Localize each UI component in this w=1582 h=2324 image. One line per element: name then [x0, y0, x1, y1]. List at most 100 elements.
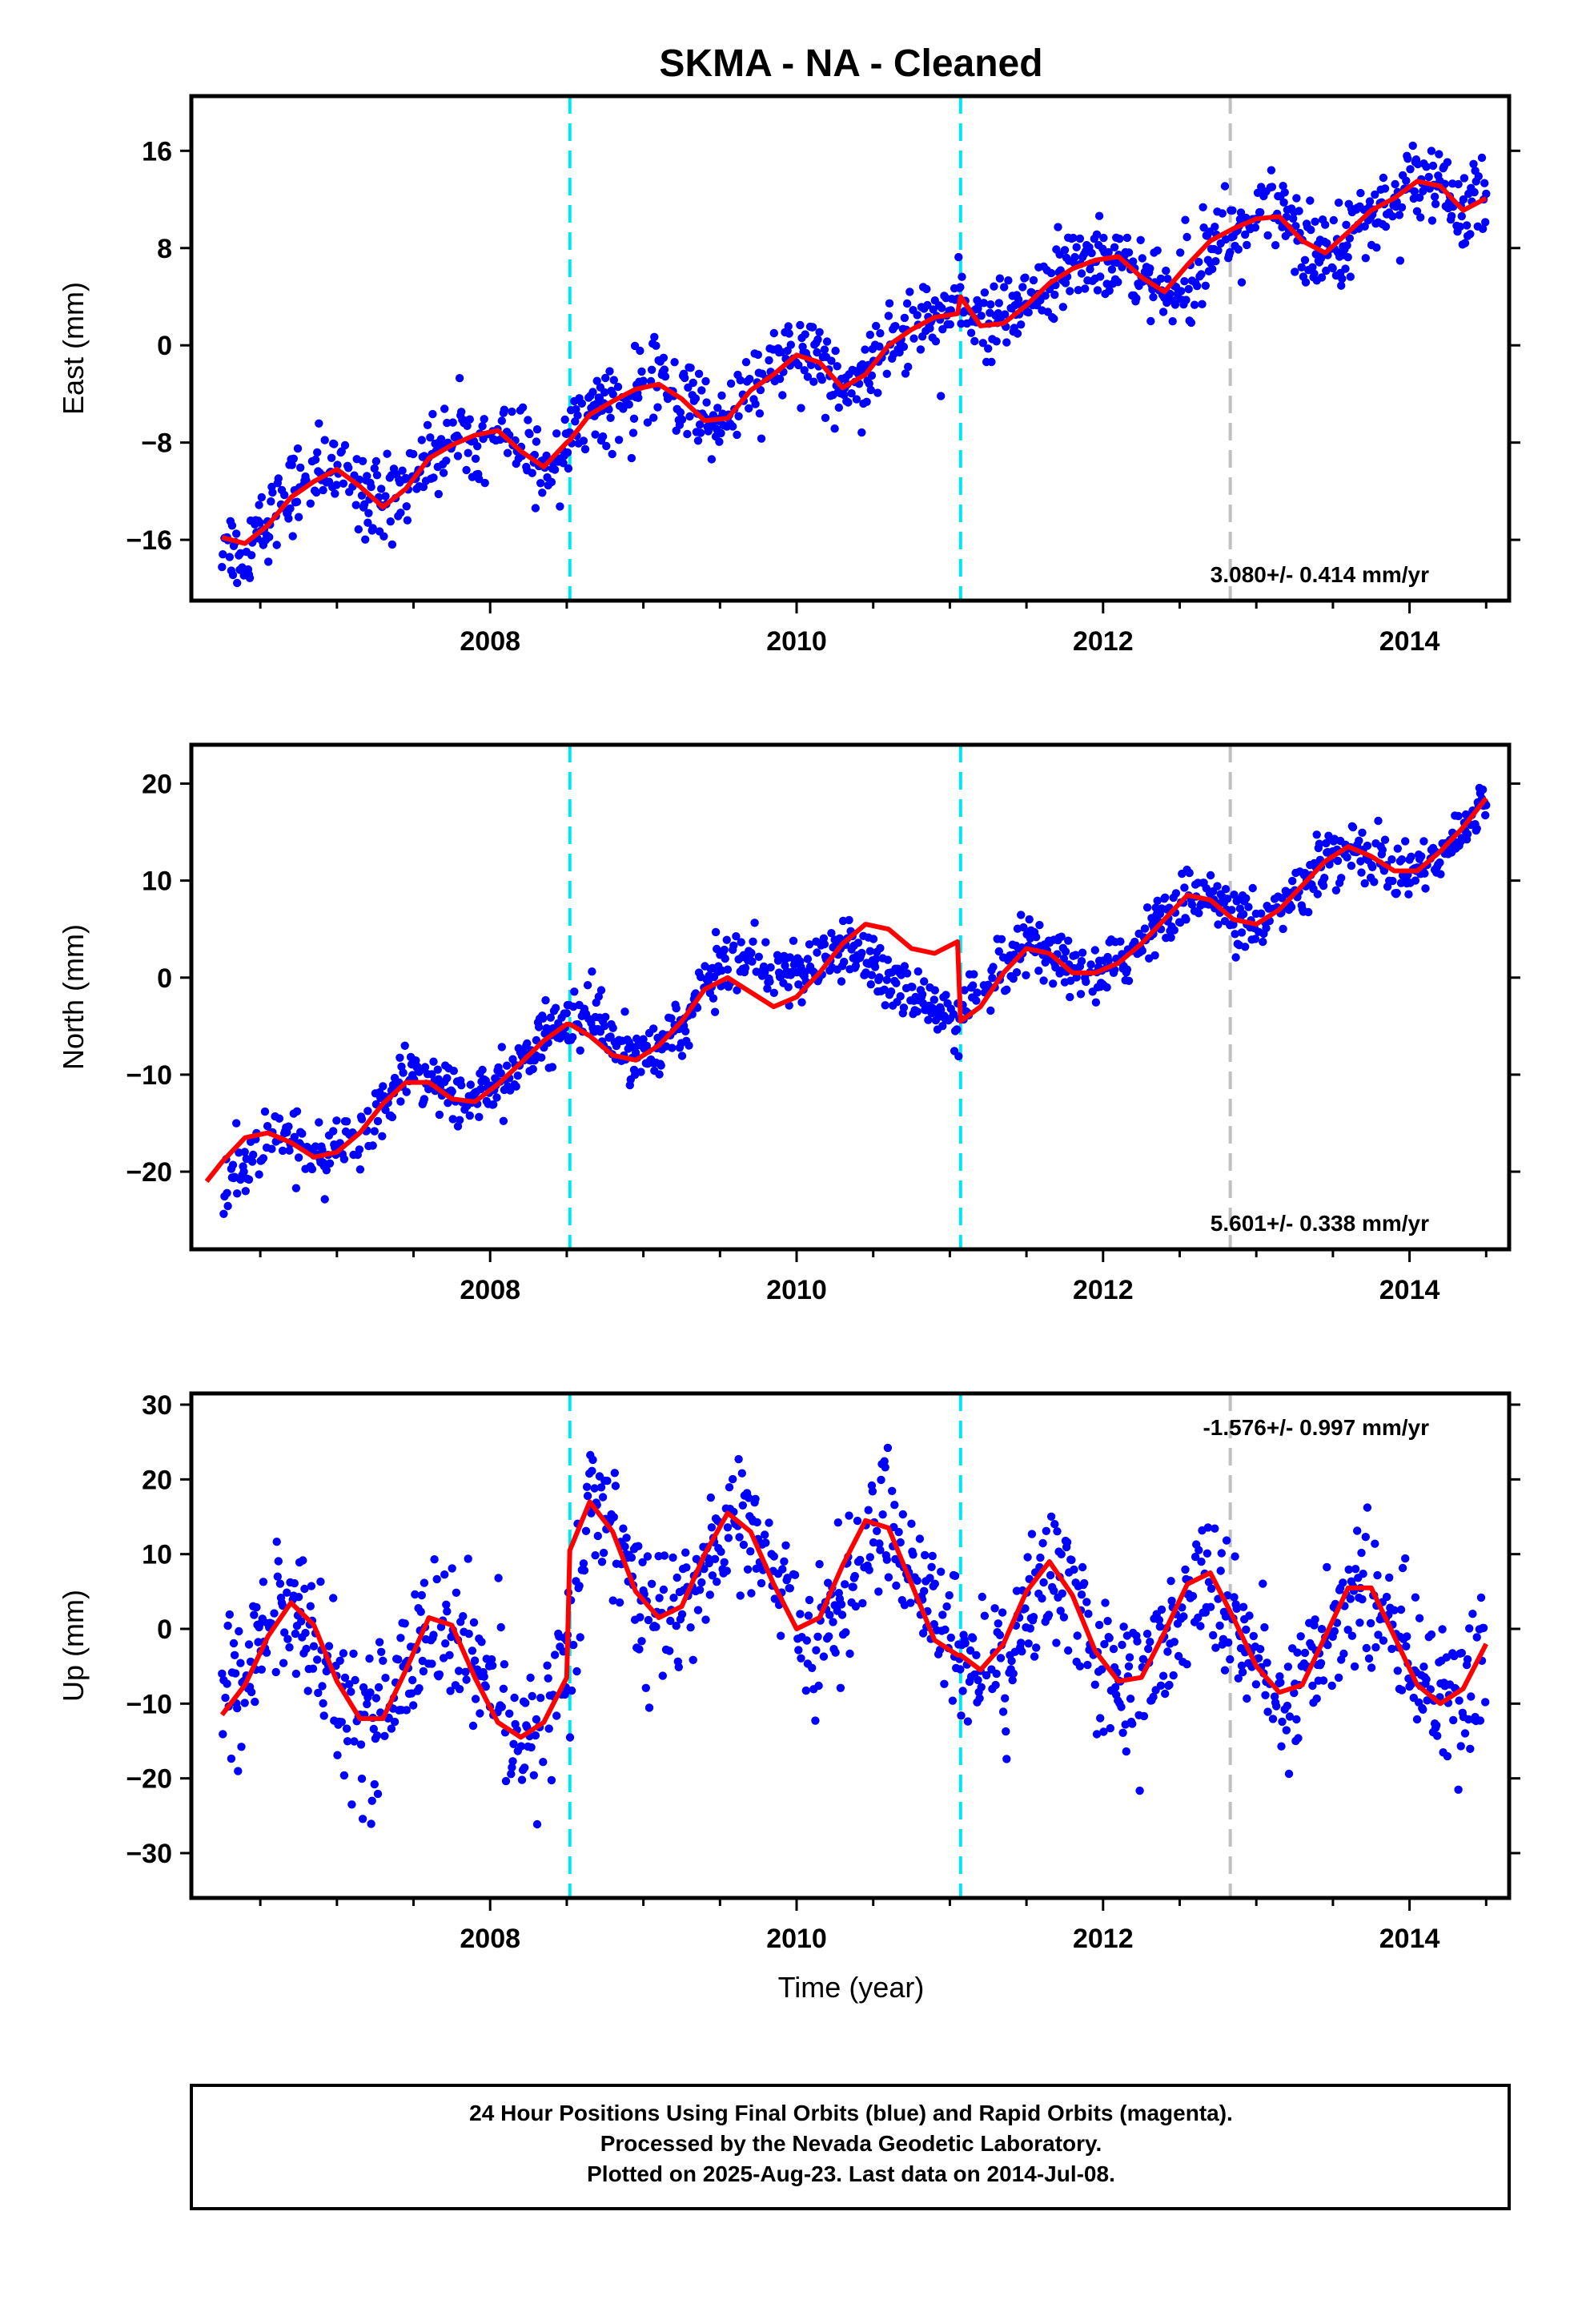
data-point [1237, 278, 1247, 287]
data-point [881, 1001, 889, 1010]
data-point [591, 430, 600, 439]
data-point [357, 1115, 367, 1124]
data-point [235, 1626, 243, 1636]
data-point [1021, 273, 1030, 282]
data-point [1198, 300, 1207, 308]
panel-east: −16 −8 0 8 16 2008 2010 2012 2014 East (mm) 3.080+… [57, 94, 1520, 657]
data-point [825, 1632, 833, 1641]
data-point [478, 421, 487, 431]
data-point [1343, 1626, 1352, 1634]
data-point [1122, 965, 1132, 974]
data-point [710, 1554, 720, 1564]
data-point [1221, 1612, 1231, 1621]
data-point [364, 509, 373, 517]
data-point [994, 1619, 1003, 1628]
data-point [544, 1724, 553, 1733]
data-point [729, 1474, 737, 1484]
data-point [1319, 1676, 1328, 1685]
data-point [1115, 235, 1124, 243]
data-point [1226, 1655, 1235, 1664]
data-point [881, 1463, 889, 1472]
data-point [442, 1600, 451, 1610]
data-point [501, 1776, 511, 1786]
data-point [948, 1696, 958, 1705]
data-point [1197, 270, 1206, 279]
data-point [1401, 837, 1410, 846]
data-point [997, 935, 1006, 944]
data-point [457, 1081, 466, 1090]
data-point [255, 518, 264, 527]
data-point [1203, 1549, 1212, 1558]
data-point [448, 418, 457, 427]
data-point [747, 1589, 756, 1598]
data-point [1436, 870, 1445, 879]
data-point [1209, 1630, 1218, 1640]
data-point [1256, 1645, 1265, 1654]
data-point [736, 1591, 745, 1600]
y-tick-label: 20 [142, 1465, 172, 1495]
data-point [247, 551, 256, 560]
data-point [539, 1014, 548, 1023]
data-point [332, 1116, 341, 1125]
data-point [609, 1513, 618, 1522]
data-point [241, 1187, 250, 1196]
data-point [892, 1581, 901, 1590]
data-point [841, 1628, 850, 1637]
data-point [363, 518, 372, 527]
data-point [1342, 220, 1351, 229]
data-point [1317, 1625, 1327, 1634]
data-point [1341, 264, 1350, 273]
data-point [497, 1043, 506, 1051]
data-point [715, 437, 724, 446]
data-point [878, 1510, 887, 1519]
data-point [813, 948, 821, 957]
data-point [1050, 314, 1058, 324]
data-point [1021, 1604, 1030, 1613]
data-point [890, 1501, 899, 1510]
data-point [1338, 274, 1347, 283]
data-point [655, 1070, 664, 1079]
data-point [868, 1487, 877, 1496]
data-point [302, 476, 311, 485]
data-point [992, 1669, 1001, 1679]
data-point [572, 1667, 581, 1676]
data-point [1287, 903, 1296, 911]
data-point [942, 991, 950, 999]
data-point [761, 1530, 769, 1539]
data-point [1195, 1546, 1203, 1554]
data-point [563, 448, 572, 457]
data-point [1283, 1663, 1293, 1671]
data-point [1176, 248, 1185, 257]
data-point [1017, 320, 1026, 329]
data-point [896, 991, 905, 1001]
data-point [825, 1610, 834, 1619]
data-point [1066, 287, 1074, 296]
data-point [1110, 1683, 1120, 1692]
y-tick-label: 30 [142, 1390, 172, 1421]
data-point [454, 1667, 464, 1675]
x-tick-label: 2012 [1073, 1924, 1134, 1954]
data-point [954, 252, 963, 262]
data-point [750, 919, 759, 927]
data-point [284, 1122, 293, 1131]
data-point [813, 335, 822, 344]
data-point [652, 1622, 661, 1631]
data-point [1420, 869, 1429, 878]
data-point [1357, 868, 1366, 877]
data-point [1457, 1648, 1467, 1658]
data-point [1211, 1643, 1220, 1652]
data-point [247, 1687, 256, 1697]
data-point [921, 1550, 930, 1560]
data-point [275, 1579, 285, 1588]
data-point [713, 1578, 721, 1586]
data-point [929, 1004, 938, 1014]
data-point [873, 1526, 881, 1536]
data-point [1099, 1727, 1108, 1736]
data-point [1259, 1579, 1267, 1588]
data-point [658, 1671, 667, 1680]
data-point [869, 935, 878, 943]
data-point [872, 321, 881, 331]
data-point [886, 987, 896, 996]
data-point [1422, 163, 1431, 171]
data-point [228, 570, 238, 580]
